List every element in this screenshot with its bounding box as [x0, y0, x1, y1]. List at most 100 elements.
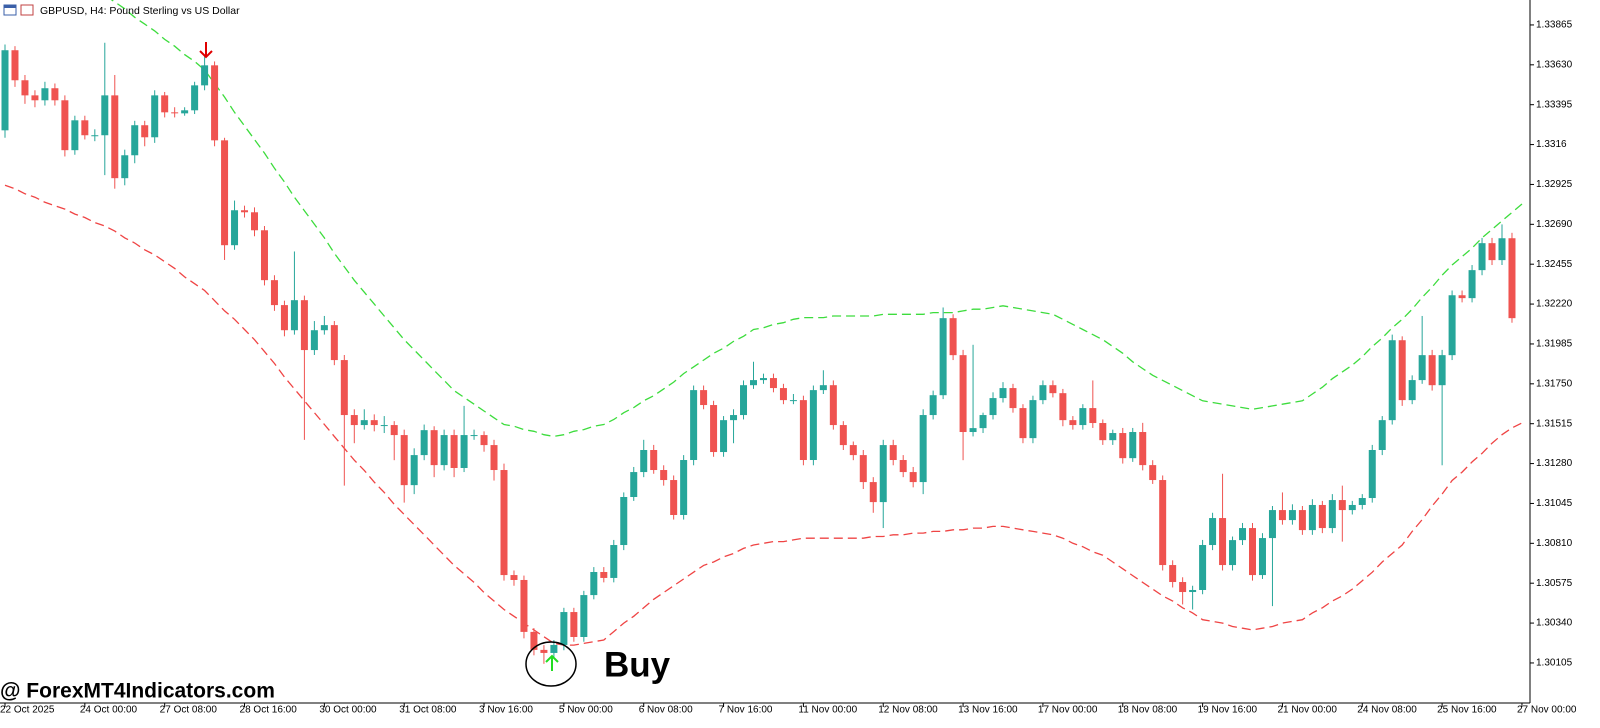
- candle-body: [610, 545, 618, 578]
- candle-body: [919, 415, 927, 483]
- candle-body: [969, 428, 977, 433]
- candle-body: [809, 390, 817, 461]
- x-tick-label: 5 Nov 00:00: [559, 705, 613, 716]
- candle-body: [1438, 355, 1446, 386]
- candle-body: [1069, 420, 1077, 426]
- candle-body: [131, 125, 139, 156]
- candle-body: [1139, 432, 1147, 466]
- candle-body: [1318, 504, 1326, 529]
- candle-body: [51, 88, 59, 101]
- candle-body: [1189, 589, 1197, 593]
- candle-body: [221, 140, 229, 246]
- candle-body: [241, 210, 249, 213]
- candle-body: [650, 450, 658, 471]
- candle-body: [1019, 408, 1027, 439]
- candle-body: [370, 420, 378, 426]
- candle-body: [420, 430, 428, 456]
- candle-body: [231, 210, 239, 246]
- y-tick-label: 1.33630: [1536, 59, 1573, 70]
- candle-body: [430, 430, 438, 466]
- candle-body: [340, 360, 348, 416]
- candle-body: [1278, 510, 1286, 521]
- y-tick-label: 1.32455: [1536, 259, 1573, 270]
- candle-body: [1079, 408, 1087, 426]
- candle-body: [939, 318, 947, 396]
- candle-body: [1099, 423, 1107, 441]
- candle-body: [1179, 582, 1187, 593]
- candle-body: [460, 435, 468, 468]
- candle-body: [1219, 518, 1227, 566]
- candle-body: [849, 445, 857, 456]
- candle-body: [1288, 510, 1296, 521]
- y-tick-label: 1.32220: [1536, 299, 1573, 310]
- candle-body: [1328, 500, 1336, 529]
- x-tick-label: 24 Nov 08:00: [1357, 705, 1417, 716]
- x-tick-label: 12 Nov 08:00: [878, 705, 938, 716]
- chart-icon: [20, 4, 34, 16]
- candle-body: [1199, 545, 1207, 590]
- envelope-band: [110, 0, 1523, 438]
- candle-body: [1298, 510, 1306, 531]
- candle-body: [779, 388, 787, 401]
- candle-body: [630, 472, 638, 498]
- candle-body: [290, 300, 298, 331]
- candle-body: [1468, 270, 1476, 299]
- x-tick-label: 22 Oct 2025: [0, 705, 55, 716]
- candle-body: [1358, 498, 1366, 505]
- candle-body: [859, 455, 867, 483]
- candle-body: [211, 65, 219, 141]
- y-tick-label: 1.31750: [1536, 378, 1573, 389]
- candle-body: [191, 85, 199, 111]
- candle-body: [350, 415, 358, 426]
- candle-body: [540, 649, 548, 653]
- candle-body: [111, 95, 119, 179]
- x-tick-label: 27 Nov 00:00: [1517, 705, 1577, 716]
- x-tick-label: 31 Oct 08:00: [399, 705, 457, 716]
- candle-body: [929, 395, 937, 416]
- candle-body: [879, 445, 887, 503]
- candle-body: [500, 470, 508, 576]
- candle-body: [750, 380, 757, 386]
- candle-body: [310, 330, 318, 351]
- candle-body: [949, 318, 957, 356]
- candle-body: [1169, 565, 1177, 583]
- candle-body: [580, 595, 588, 637]
- candle-body: [101, 95, 109, 136]
- title-bar: GBPUSD, H4: Pound Sterling vs US Dollar: [3, 4, 240, 17]
- candle-body: [660, 470, 668, 481]
- candle-body: [121, 155, 129, 179]
- x-tick-label: 19 Nov 16:00: [1198, 705, 1258, 716]
- candle-body: [480, 435, 488, 446]
- candle-body: [1418, 355, 1426, 381]
- candle-body: [1209, 518, 1217, 546]
- candle-body: [1009, 388, 1017, 409]
- signal-circle: [525, 641, 577, 687]
- candle-body: [1378, 420, 1386, 451]
- candle-body: [730, 415, 738, 421]
- x-tick-label: 21 Nov 00:00: [1277, 705, 1337, 716]
- candle-body: [510, 575, 518, 580]
- candle-body: [640, 450, 648, 473]
- sell-arrow: [199, 42, 213, 59]
- candle-body: [550, 644, 558, 653]
- candle-body: [829, 385, 837, 426]
- x-tick-label: 11 Nov 00:00: [798, 705, 857, 716]
- candle-body: [201, 65, 209, 86]
- candle-body: [1388, 340, 1396, 421]
- candle-body: [1488, 243, 1496, 261]
- candle-body: [869, 482, 877, 503]
- candle-body: [390, 425, 398, 436]
- candle-body: [1408, 380, 1416, 401]
- x-tick-label: 13 Nov 16:00: [958, 705, 1018, 716]
- x-tick-label: 7 Nov 16:00: [719, 705, 773, 716]
- candle-body: [1368, 450, 1376, 499]
- plot-area: [1, 0, 1523, 664]
- candle-body: [280, 305, 288, 331]
- candle-body: [410, 455, 418, 486]
- x-tick-label: 27 Oct 08:00: [160, 705, 218, 716]
- candle-body: [1089, 408, 1097, 424]
- candle-body: [21, 80, 29, 96]
- candle-body: [620, 497, 628, 546]
- candle-body: [31, 95, 39, 101]
